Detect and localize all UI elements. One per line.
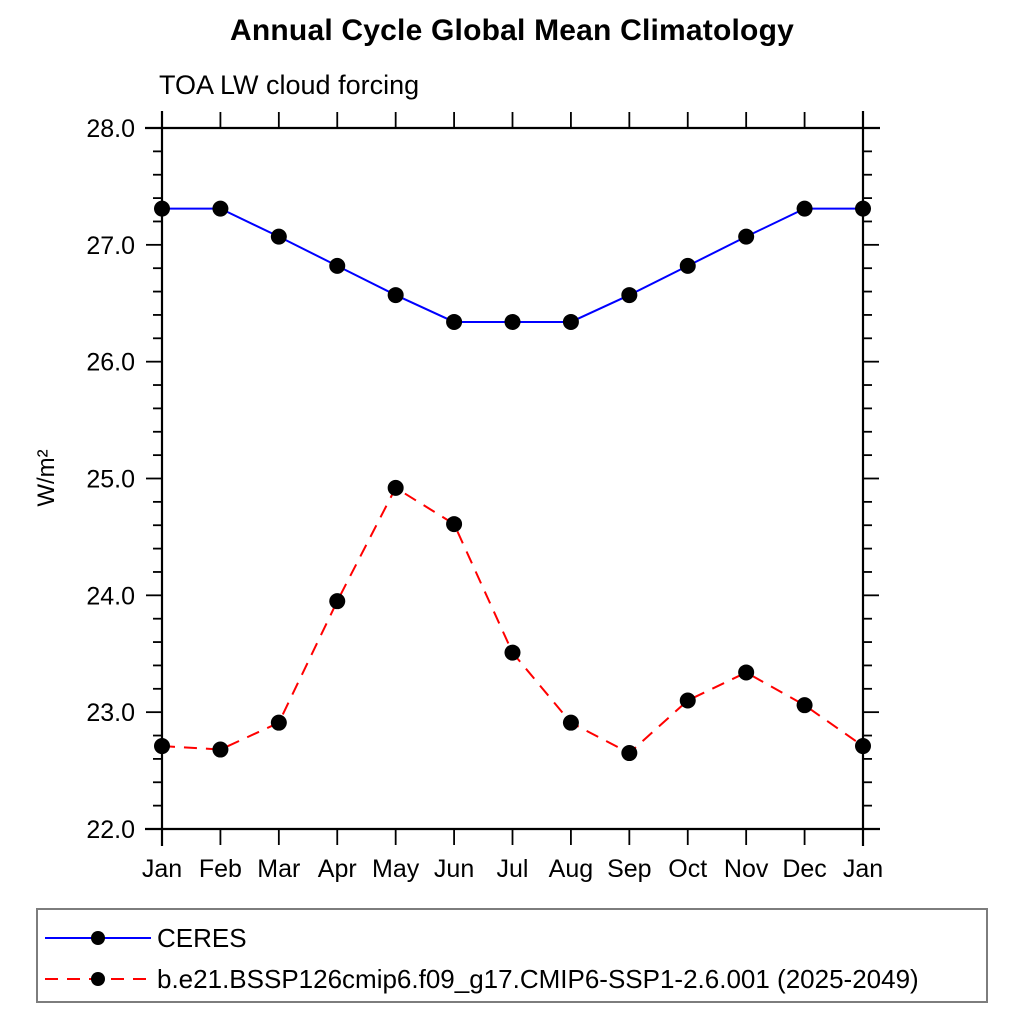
y-tick-label: 28.0 bbox=[86, 115, 135, 143]
data-point-marker bbox=[212, 200, 229, 217]
data-point-marker bbox=[738, 664, 755, 681]
data-point-marker bbox=[270, 228, 287, 245]
x-tick-label: Mar bbox=[257, 855, 300, 883]
legend-item-ceres: CERES bbox=[42, 922, 247, 953]
x-tick-label: Oct bbox=[668, 855, 707, 883]
y-tick-label: 26.0 bbox=[86, 349, 135, 377]
x-tick-label: Sep bbox=[607, 855, 651, 883]
data-point-marker bbox=[270, 714, 287, 731]
data-point-marker bbox=[562, 313, 579, 330]
data-point-marker bbox=[446, 516, 463, 533]
data-point-marker bbox=[855, 200, 871, 217]
x-tick-label: Jul bbox=[497, 855, 529, 883]
data-point-marker bbox=[212, 741, 229, 758]
plot-generated-layer: 22.0 23.0 24.0 25.0 26.0 27.0 28.0 Jan Feb Mar Apr… bbox=[86, 111, 883, 883]
legend-line-sample-dashed bbox=[45, 972, 151, 986]
x-tick-label: Jun bbox=[434, 855, 474, 883]
data-point-marker bbox=[154, 738, 170, 755]
y-tick-label: 25.0 bbox=[86, 466, 135, 494]
legend-label-ceres: CERES bbox=[157, 922, 247, 953]
data-point-marker bbox=[387, 479, 404, 496]
data-point-marker bbox=[504, 644, 521, 661]
chart-title: Annual Cycle Global Mean Climatology bbox=[230, 14, 794, 47]
data-point-marker bbox=[446, 313, 463, 330]
series-line bbox=[162, 207, 863, 323]
data-point-marker bbox=[679, 692, 696, 709]
legend: CERES b.e21.BSSP126cmip6.f09_g17.CMIP6-S… bbox=[36, 908, 988, 1003]
data-point-marker bbox=[855, 738, 871, 755]
data-point-marker bbox=[329, 593, 346, 610]
data-point-marker bbox=[504, 313, 521, 330]
data-point-marker bbox=[679, 257, 696, 274]
x-tick-label: Dec bbox=[782, 855, 826, 883]
chart-subtitle: TOA LW cloud forcing bbox=[159, 70, 420, 100]
data-point-marker bbox=[154, 200, 170, 217]
y-tick-label: 27.0 bbox=[86, 232, 135, 260]
x-tick-label: Apr bbox=[318, 855, 357, 883]
data-point-marker bbox=[738, 228, 755, 245]
data-point-marker bbox=[387, 287, 404, 304]
x-tick-label: Aug bbox=[549, 855, 593, 883]
data-point-marker bbox=[621, 745, 638, 762]
y-tick-label: 22.0 bbox=[86, 816, 135, 844]
y-tick-label: 24.0 bbox=[86, 582, 135, 610]
y-tick-label: 23.0 bbox=[86, 699, 135, 727]
data-point-marker bbox=[562, 714, 579, 731]
legend-item-model: b.e21.BSSP126cmip6.f09_g17.CMIP6-SSP1-2.… bbox=[42, 963, 919, 994]
y-axis-label: W/m² bbox=[33, 449, 60, 506]
data-point-marker bbox=[796, 200, 813, 217]
x-tick-label: Jan bbox=[142, 855, 182, 883]
data-point-marker bbox=[329, 257, 346, 274]
legend-line-sample-solid bbox=[45, 931, 151, 945]
x-tick-label: Feb bbox=[199, 855, 242, 883]
series-line bbox=[161, 486, 864, 755]
data-point-marker bbox=[621, 287, 638, 304]
x-tick-label: Nov bbox=[724, 855, 769, 883]
x-tick-label: May bbox=[372, 855, 420, 883]
data-point-marker bbox=[796, 697, 813, 714]
legend-label-model: b.e21.BSSP126cmip6.f09_g17.CMIP6-SSP1-2.… bbox=[157, 963, 919, 994]
x-tick-label: Jan bbox=[843, 855, 883, 883]
